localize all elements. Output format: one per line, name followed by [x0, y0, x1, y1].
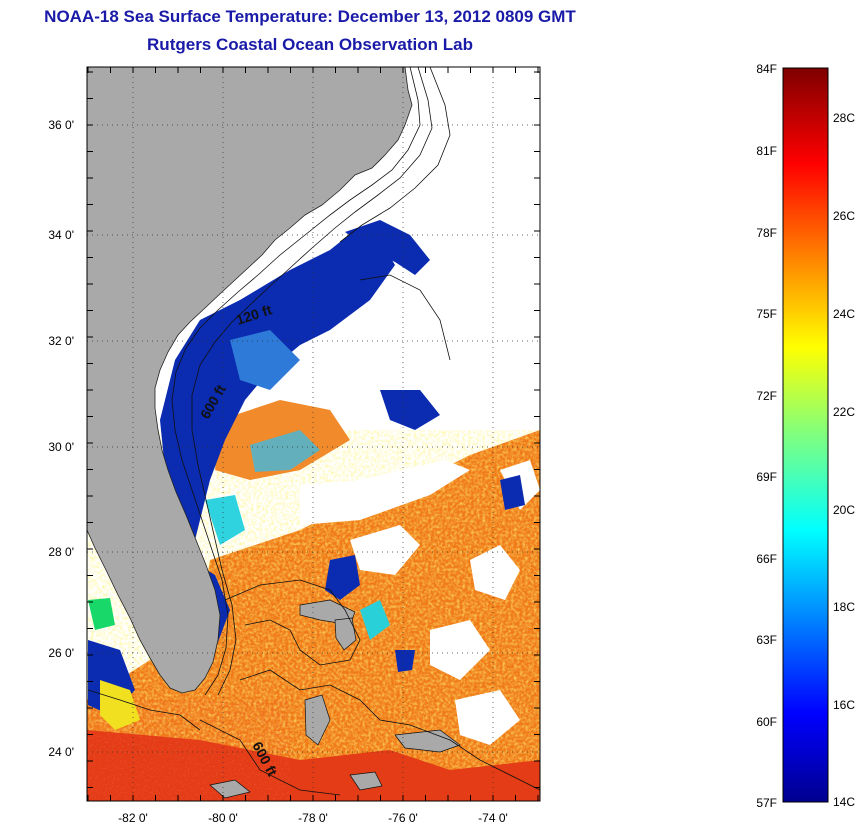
map-title: NOAA-18 Sea Surface Temperature: Decembe… [44, 7, 576, 26]
cloud-patches [300, 460, 540, 745]
fahrenheit-label: 72F [756, 389, 777, 403]
lat-tick-label: 28 0' [48, 545, 74, 559]
lat-tick-label: 24 0' [48, 745, 74, 759]
celsius-label: 18C [833, 600, 855, 614]
colorbar-fahrenheit-labels: 84F 81F 78F 75F 72F 69F 66F 63F 60F 57F [756, 62, 777, 810]
fahrenheit-label: 69F [756, 470, 777, 484]
longitude-axis: -82 0' -80 0' -78 0' -76 0' -74 0' [118, 811, 508, 825]
fahrenheit-label: 75F [756, 307, 777, 321]
latitude-axis: 36 0' 34 0' 32 0' 30 0' 28 0' 26 0' 24 0… [48, 118, 74, 759]
celsius-label: 20C [833, 503, 855, 517]
celsius-label: 22C [833, 405, 855, 419]
lat-tick-label: 36 0' [48, 118, 74, 132]
celsius-label: 16C [833, 698, 855, 712]
lat-tick-label: 26 0' [48, 646, 74, 660]
fahrenheit-label: 60F [756, 715, 777, 729]
lon-tick-label: -78 0' [298, 811, 328, 825]
bahamas-islands [209, 599, 461, 799]
fahrenheit-label: 81F [756, 144, 777, 158]
lat-tick-label: 30 0' [48, 440, 74, 454]
lon-tick-label: -74 0' [478, 811, 508, 825]
colorbar-celsius-labels: 28C 26C 24C 22C 20C 18C 16C 14C [833, 111, 855, 809]
lat-tick-label: 32 0' [48, 334, 74, 348]
celsius-label: 24C [833, 307, 855, 321]
lat-tick-label: 34 0' [48, 228, 74, 242]
celsius-label: 26C [833, 209, 855, 223]
transition-water [88, 330, 390, 730]
fahrenheit-label: 63F [756, 633, 777, 647]
celsius-label: 28C [833, 111, 855, 125]
axis-tick-marks [87, 67, 540, 801]
lon-tick-label: -80 0' [208, 811, 238, 825]
fahrenheit-label: 57F [756, 796, 777, 810]
us-landmass [87, 67, 413, 694]
lon-tick-label: -82 0' [118, 811, 148, 825]
fahrenheit-label: 66F [756, 552, 777, 566]
fahrenheit-label: 78F [756, 226, 777, 240]
colorbar-gradient [782, 67, 829, 803]
map-subtitle: Rutgers Coastal Ocean Observation Lab [147, 35, 473, 54]
bathymetry-contours [87, 67, 540, 796]
lon-tick-label: -76 0' [388, 811, 418, 825]
celsius-label: 14C [833, 795, 855, 809]
graticule [87, 67, 540, 801]
fahrenheit-label: 84F [756, 62, 777, 76]
map-plot-area: 120 ft 600 ft 600 ft [87, 67, 540, 801]
temperature-colorbar: 84F 81F 78F 75F 72F 69F 66F 63F 60F 57F … [756, 62, 855, 810]
